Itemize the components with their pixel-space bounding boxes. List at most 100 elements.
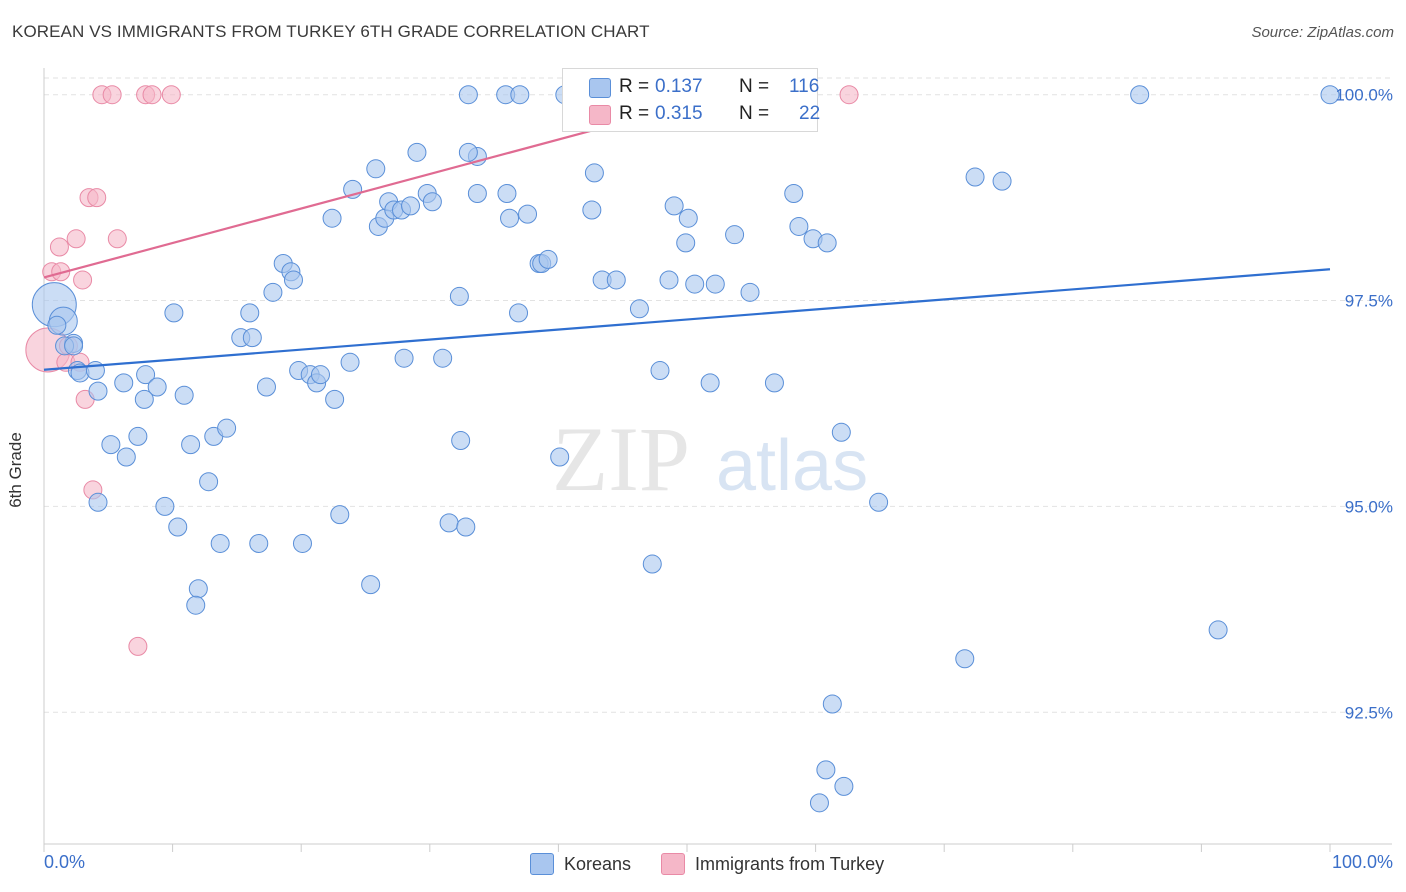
korean-point	[186, 595, 206, 615]
korean-point	[128, 426, 148, 446]
turkey-point	[66, 229, 86, 249]
korean-point	[467, 184, 487, 204]
turkey-point	[839, 85, 859, 105]
korean-point	[147, 377, 167, 397]
korean-point	[433, 348, 453, 368]
korean-point	[678, 208, 698, 228]
r-label: R =	[619, 103, 650, 124]
legend-row-turkey: R = 0.315 N = 22	[589, 101, 829, 127]
korean-point	[451, 431, 471, 451]
turkey-point	[161, 85, 181, 105]
source-label: Source: ZipAtlas.com	[1251, 24, 1394, 41]
korean-point	[366, 159, 386, 179]
korean-point	[249, 533, 269, 553]
turkey-point	[128, 636, 148, 656]
y-axis-label: 6th Grade	[6, 432, 25, 508]
korean-point	[458, 142, 478, 162]
korean-point	[1320, 85, 1340, 105]
korean-point	[509, 303, 529, 323]
korean-point	[955, 649, 975, 669]
korean-point	[725, 225, 745, 245]
korean-point	[629, 299, 649, 319]
korean-point	[510, 85, 530, 105]
axes	[43, 68, 1392, 852]
korean-point	[705, 274, 725, 294]
korean-point	[789, 216, 809, 236]
korean-point	[283, 270, 303, 290]
korean-point	[831, 422, 851, 442]
turkey-legend-swatch	[661, 853, 686, 875]
turkey-point	[73, 270, 93, 290]
korean-point	[965, 167, 985, 187]
korean-point	[174, 385, 194, 405]
korean-point	[817, 233, 837, 253]
korean-point	[101, 435, 121, 455]
korean-point	[188, 579, 208, 599]
y-tick-labels: 92.5% 95.0% 97.5% 100.0%	[1335, 86, 1393, 723]
korean-point	[217, 418, 237, 438]
korean-point	[500, 208, 520, 228]
korean-point	[263, 282, 283, 302]
n-value: 116	[789, 76, 820, 97]
korean-point	[582, 200, 602, 220]
trendlines	[43, 93, 1331, 371]
korean-point	[134, 389, 154, 409]
legend-label: Koreans	[564, 853, 632, 874]
turkey-swatch	[589, 105, 611, 125]
korean-point	[1208, 620, 1228, 640]
korean-point	[325, 389, 345, 409]
watermark: ZIP atlas	[552, 408, 868, 510]
korean-point	[361, 575, 381, 595]
korean-point	[439, 513, 459, 533]
korean-point	[456, 517, 476, 537]
korean-point	[869, 492, 889, 512]
korean-point	[816, 760, 836, 780]
turkey-point	[142, 85, 162, 105]
korean-point	[116, 447, 136, 467]
korean-point	[784, 184, 804, 204]
korean-point	[676, 233, 696, 253]
korean-point	[497, 184, 517, 204]
koreans-legend-swatch	[530, 853, 554, 875]
koreans-trendline	[43, 268, 1331, 371]
korean-point	[88, 381, 108, 401]
korean-point	[181, 435, 201, 455]
turkey-point	[49, 237, 69, 257]
korean-point	[88, 492, 108, 512]
turkey-point	[102, 85, 122, 105]
korean-point	[518, 204, 538, 224]
series-koreans	[31, 85, 1340, 813]
korean-point	[650, 361, 670, 381]
y-tick-label: 92.5%	[1345, 703, 1393, 722]
korean-point	[322, 208, 342, 228]
korean-point	[47, 315, 67, 335]
legend-item-turkey[interactable]: Immigrants from Turkey	[661, 853, 884, 875]
korean-point	[584, 163, 604, 183]
gridlines	[44, 77, 1392, 713]
y-tick-label: 95.0%	[1345, 497, 1393, 516]
korean-point	[292, 533, 312, 553]
korean-point	[822, 694, 842, 714]
korean-point	[256, 377, 276, 397]
korean-point	[700, 373, 720, 393]
koreans-swatch	[589, 78, 611, 98]
r-value: 0.137	[655, 76, 703, 97]
korean-point	[401, 196, 421, 216]
korean-point	[458, 85, 478, 105]
r-value: 0.315	[655, 103, 703, 124]
korean-point	[685, 274, 705, 294]
korean-point	[659, 270, 679, 290]
turkey-point	[87, 188, 107, 208]
x-tick-max: 100.0%	[1331, 852, 1393, 872]
korean-point	[340, 352, 360, 372]
legend-item-koreans[interactable]: Koreans	[530, 853, 631, 875]
korean-point	[642, 554, 662, 574]
korean-point	[240, 303, 260, 323]
watermark-zip: ZIP	[552, 408, 690, 510]
korean-point	[155, 496, 175, 516]
korean-point	[210, 533, 230, 553]
korean-point	[740, 282, 760, 302]
korean-point	[310, 365, 330, 385]
korean-point	[606, 270, 626, 290]
